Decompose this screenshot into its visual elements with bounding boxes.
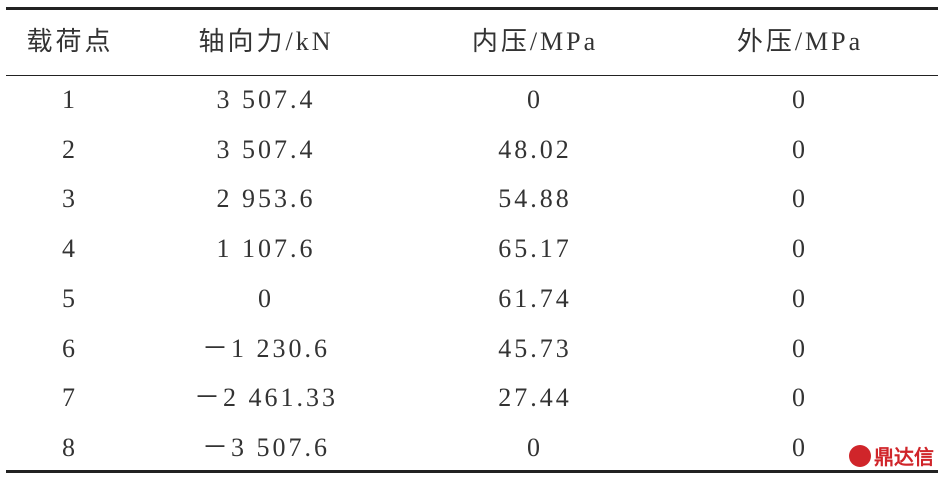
header-cell: 外压/MPa [736,27,864,56]
table-cell: 54.88 [498,184,572,214]
table-cell: 0 [792,432,808,462]
table-cell: 2 [62,134,78,164]
header-cell: 内压/MPa [471,27,599,56]
table-cell: 0 [792,234,808,264]
header-cell: 载荷点 [26,27,114,56]
table-cell: 0 [792,85,808,114]
bottom-rule [6,470,938,473]
table-cell: 48.02 [498,134,572,164]
table-cell: 65.17 [498,234,572,264]
watermark: 鼎达信 [849,441,934,470]
watermark-text: 鼎达信 [874,445,934,469]
table-cell: 45.73 [498,333,572,363]
watermark-logo [849,444,871,467]
table-cell: 2 953.6 [216,184,316,214]
table-cell: －3 507.6 [201,432,330,462]
table-cell: 0 [527,432,543,462]
table-cell: －1 230.6 [201,333,330,363]
table-cell: 3 507.4 [216,85,316,114]
table-cell: －2 461.33 [193,383,338,413]
table-cell: 5 [62,283,78,313]
table-cell: 61.74 [498,283,572,313]
table-cell: 0 [792,333,808,363]
header-rule [6,75,938,76]
table-cell: 6 [62,333,78,363]
top-rule [6,7,938,10]
table-cell: 0 [792,283,808,313]
table-cell: 8 [62,432,78,462]
table-cell: 27.44 [498,383,572,413]
table-cell: 3 [62,184,78,214]
table-cell: 1 [62,85,78,114]
table-cell: 0 [527,85,543,114]
table-cell: 4 [62,234,78,264]
header-cell: 轴向力/kN [198,27,334,56]
table-cell: 0 [792,134,808,164]
table-cell: 0 [258,283,274,313]
table-cell: 0 [792,184,808,214]
table-cell: 1 107.6 [216,234,316,264]
table-cell: 0 [792,383,808,413]
table-cell: 7 [62,383,78,413]
table-cell: 3 507.4 [216,134,316,164]
